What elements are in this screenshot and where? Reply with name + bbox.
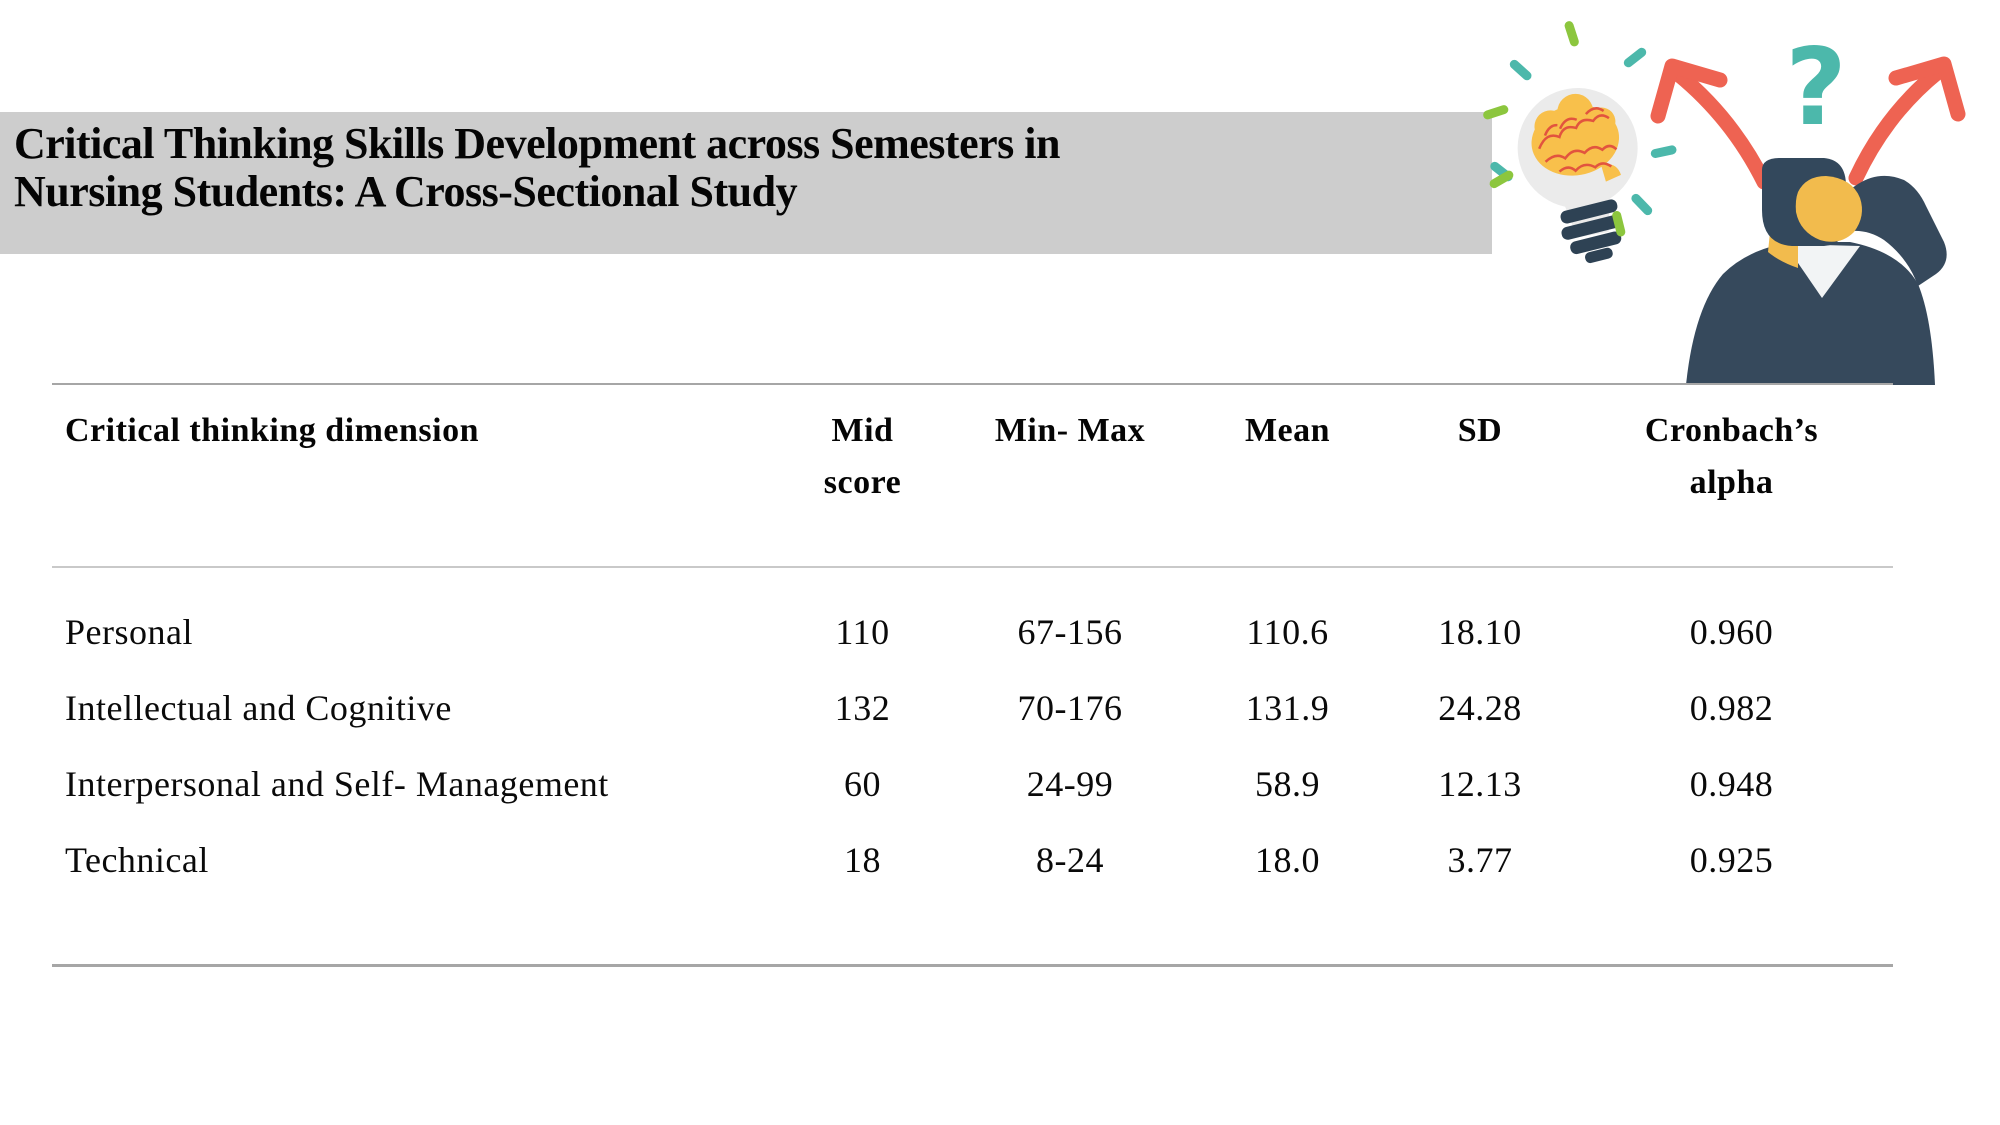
- arrow-up-right-icon: [1848, 56, 1966, 186]
- table-bottom-rule: [52, 964, 1893, 967]
- cell-mean: 131.9: [1245, 688, 1330, 728]
- cell-mid-score: 110: [835, 612, 890, 652]
- table-row: Intellectual and Cognitive 132 70-176 13…: [52, 670, 1893, 746]
- cell-min-max: 67-156: [1017, 612, 1123, 652]
- col-header-mid-score: Mid score: [823, 412, 902, 501]
- arrow-up-left-icon: [1650, 58, 1772, 190]
- cell-alpha: 0.925: [1689, 840, 1774, 880]
- sparkle-dashes: [1483, 21, 1677, 237]
- cell-alpha: 0.960: [1689, 612, 1774, 652]
- cell-dimension: Interpersonal and Self- Management: [65, 764, 609, 804]
- cell-mid-score: 132: [834, 688, 891, 728]
- cell-min-max: 24-99: [1026, 764, 1114, 804]
- cell-alpha: 0.982: [1689, 688, 1774, 728]
- thinking-person-icon: [1686, 158, 1947, 385]
- hand-on-head: [1795, 176, 1862, 242]
- cell-min-max: 8-24: [1036, 840, 1104, 880]
- col-header-min-max: Min- Max: [994, 412, 1146, 449]
- question-mark-icon: ?: [1785, 26, 1847, 149]
- cell-mean: 18.0: [1255, 840, 1320, 880]
- col-header-dimension: Critical thinking dimension: [65, 412, 480, 449]
- cell-sd: 18.10: [1438, 612, 1522, 652]
- slide-title-line-1: Critical Thinking Skills Development acr…: [14, 119, 1060, 168]
- shirt-collar: [1785, 244, 1860, 298]
- col-header-mean: Mean: [1244, 412, 1331, 449]
- cell-sd: 3.77: [1447, 840, 1513, 880]
- table-row: Personal 110 67-156 110.6 18.10 0.960: [52, 594, 1893, 670]
- cell-dimension: Technical: [65, 840, 209, 880]
- cell-mid-score: 18: [844, 840, 881, 880]
- cell-mean: 58.9: [1255, 764, 1320, 804]
- cell-sd: 24.28: [1438, 688, 1522, 728]
- cell-mean: 110.6: [1246, 612, 1329, 652]
- header-illustration: ?: [1483, 21, 1966, 385]
- bulb-base: [1560, 199, 1623, 264]
- cell-sd: 12.13: [1438, 764, 1522, 804]
- cell-dimension: Personal: [65, 612, 193, 652]
- stats-table: Critical thinking dimension Mid score Mi…: [52, 383, 1893, 967]
- title-banner: Critical Thinking Skills Development acr…: [0, 112, 1492, 254]
- cell-mid-score: 60: [844, 764, 881, 804]
- slide-title-line-2: Nursing Students: A Cross-Sectional Stud…: [14, 167, 798, 216]
- table-row: Interpersonal and Self- Management 60 24…: [52, 746, 1893, 822]
- col-header-sd: SD: [1457, 412, 1503, 449]
- cell-dimension: Intellectual and Cognitive: [65, 688, 452, 728]
- table-body: Personal 110 67-156 110.6 18.10 0.960 In…: [52, 568, 1893, 898]
- table-row: Technical 18 8-24 18.0 3.77 0.925: [52, 822, 1893, 898]
- brain-icon: [1531, 93, 1621, 182]
- cell-min-max: 70-176: [1017, 688, 1123, 728]
- col-header-cronbachs-alpha: Cronbach’s alpha: [1644, 412, 1819, 501]
- table-header-row: Critical thinking dimension Mid score Mi…: [52, 385, 1893, 568]
- cell-alpha: 0.948: [1689, 764, 1774, 804]
- lightbulb-brain-icon: [1517, 88, 1638, 264]
